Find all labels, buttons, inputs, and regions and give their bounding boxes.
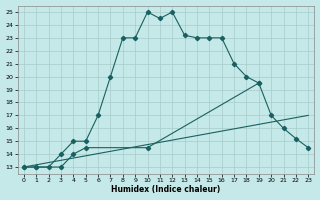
X-axis label: Humidex (Indice chaleur): Humidex (Indice chaleur) [111,185,221,194]
